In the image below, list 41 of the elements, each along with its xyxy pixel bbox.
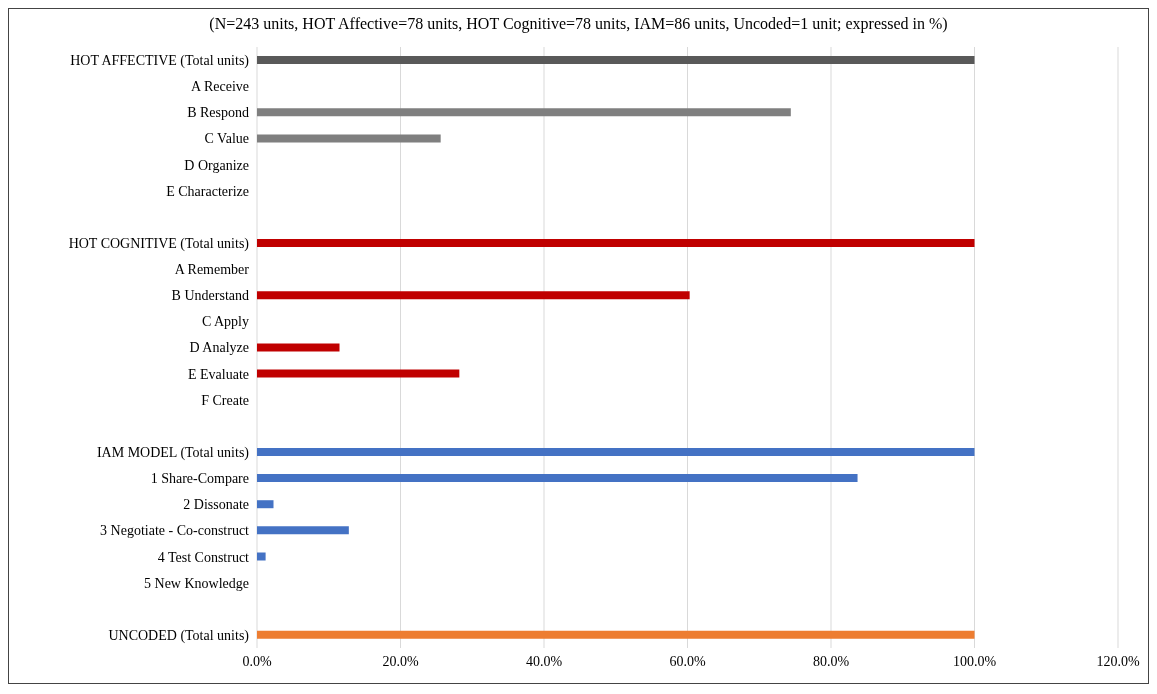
x-tick-label: 0.0%	[242, 653, 272, 669]
bar	[257, 630, 975, 639]
x-tick-label: 20.0%	[382, 653, 419, 669]
y-tick-label: D Organize	[184, 157, 249, 173]
bar	[257, 291, 690, 300]
y-tick-label: E Characterize	[166, 183, 249, 199]
y-tick-label: HOT AFFECTIVE (Total units)	[70, 53, 250, 70]
y-tick-label: 4 Test Construct	[157, 549, 250, 565]
y-tick-label: A Remember	[174, 262, 250, 278]
y-tick-label: A Receive	[191, 79, 249, 95]
y-tick-label: C Value	[204, 131, 249, 147]
bar	[257, 526, 349, 535]
y-tick-label: F Create	[201, 392, 249, 408]
y-tick-label: 3 Negotiate - Co-construct	[100, 523, 250, 539]
bar	[257, 552, 266, 561]
bar	[257, 474, 858, 483]
y-tick-label: B Respond	[187, 105, 249, 121]
y-tick-label: HOT COGNITIVE (Total units)	[68, 235, 250, 252]
bar	[257, 369, 460, 378]
y-tick-label: C Apply	[201, 314, 249, 330]
x-tick-label: 40.0%	[525, 653, 563, 669]
y-tick-label: UNCODED (Total units)	[108, 627, 250, 644]
chart-title: (N=243 units, HOT Affective=78 units, HOT Cognitive=78 units, IAM=86 units, Uncoded=1 unit; expressed in %)	[208, 14, 949, 33]
y-tick-label: D Analyze	[189, 340, 249, 356]
x-tick-label: 80.0%	[812, 653, 850, 669]
x-tick-label: 100.0%	[952, 653, 997, 669]
x-tick-label: 120.0%	[1096, 653, 1140, 669]
x-tick-label: 60.0%	[669, 653, 706, 669]
bar	[257, 500, 274, 509]
y-tick-label: 2 Dissonate	[183, 497, 249, 513]
y-tick-label: 5 New Knowledge	[144, 575, 249, 591]
bar	[257, 447, 975, 456]
bar	[257, 108, 791, 117]
bar	[257, 238, 975, 247]
y-tick-label: IAM MODEL (Total units)	[96, 444, 250, 461]
y-tick-label: E Evaluate	[187, 366, 249, 382]
bar	[257, 56, 975, 64]
y-tick-label: B Understand	[171, 288, 249, 304]
bar	[257, 134, 441, 143]
bar	[257, 343, 340, 352]
y-tick-label: 1 Share-Compare	[150, 471, 249, 487]
